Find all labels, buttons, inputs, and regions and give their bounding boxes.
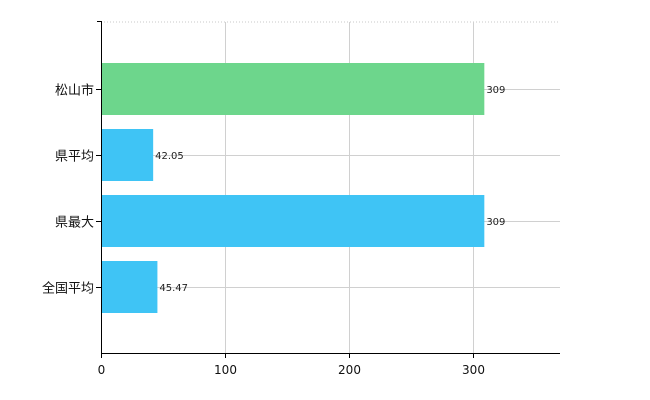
data-label-1: 42.05 [155, 151, 184, 162]
x-tick-label-200: 200 [338, 363, 361, 377]
x-tick-label-100: 100 [214, 363, 237, 377]
bar-2 [102, 195, 485, 247]
data-label-0: 309 [486, 85, 505, 96]
y-tick-label-0: 松山市 [55, 83, 94, 99]
data-label-2: 309 [486, 217, 505, 228]
y-tick-label-1: 県平均 [55, 150, 94, 165]
bar-0 [102, 63, 485, 115]
bar-3 [102, 261, 158, 313]
x-tick-label-300: 300 [462, 363, 485, 377]
bars-layer [102, 63, 485, 313]
bar-1 [102, 129, 154, 181]
y-tick-label-2: 県最大 [55, 216, 94, 231]
x-tick-label-0: 0 [98, 363, 106, 377]
axes-layer [96, 21, 560, 358]
data-label-3: 45.47 [159, 283, 188, 294]
y-tick-label-3: 全国平均 [42, 281, 94, 297]
